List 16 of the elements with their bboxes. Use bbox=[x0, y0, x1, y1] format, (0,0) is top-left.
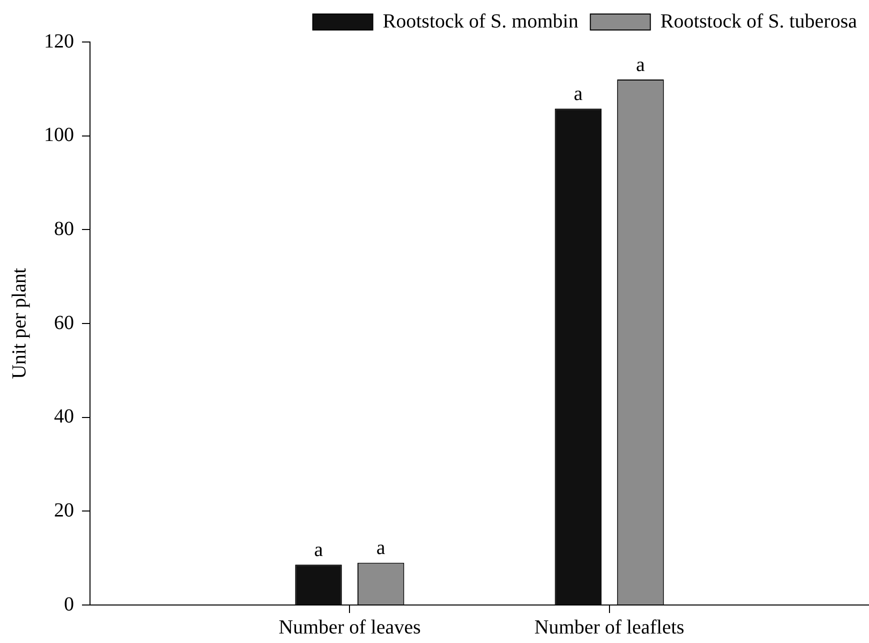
legend-label: Rootstock of S. tuberosa bbox=[660, 10, 858, 32]
y-axis-title: Unit per plant bbox=[8, 268, 30, 380]
y-tick-label: 40 bbox=[54, 406, 74, 428]
data-label: a bbox=[314, 538, 324, 561]
x-tick-label: Number of leaflets bbox=[534, 616, 685, 638]
legend-label: Rootstock of S. mombin bbox=[382, 10, 578, 32]
data-label: a bbox=[636, 54, 646, 76]
y-tick-label: 20 bbox=[54, 499, 74, 522]
y-tick-label: 80 bbox=[54, 218, 74, 240]
data-label: a bbox=[376, 537, 386, 560]
y-tick-label: 0 bbox=[64, 593, 74, 616]
x-tick-label: Number of leaves bbox=[278, 616, 421, 638]
y-tick-label: 120 bbox=[44, 30, 74, 52]
y-tick-label: 60 bbox=[54, 312, 74, 334]
y-tick-label: 100 bbox=[44, 124, 74, 146]
data-label: a bbox=[574, 82, 583, 105]
